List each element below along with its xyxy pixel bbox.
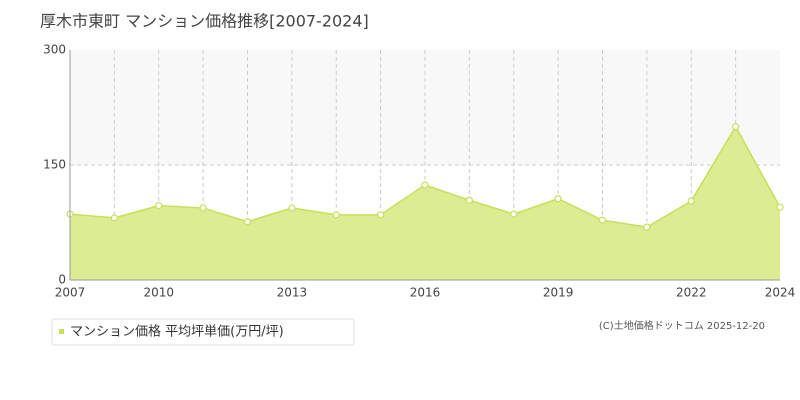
- area: [70, 126, 780, 281]
- x-tick-label: 2007: [55, 286, 86, 300]
- y-tick-label: 0: [58, 273, 66, 287]
- y-tick-label: 150: [43, 158, 66, 172]
- legend-label: マンション価格 平均坪単価(万円/坪): [70, 324, 284, 340]
- marker: [155, 202, 163, 210]
- x-tick-label: 2024: [765, 286, 796, 300]
- x-tick-label: 2022: [676, 286, 707, 300]
- chart-title: 厚木市東町 マンション価格推移[2007-2024]: [40, 12, 369, 31]
- legend-box: [51, 318, 355, 346]
- marker: [421, 181, 429, 189]
- marker: [776, 203, 784, 211]
- marker: [288, 204, 296, 212]
- marker: [110, 214, 118, 222]
- marker: [332, 211, 340, 219]
- marker: [598, 216, 607, 224]
- marker: [732, 123, 740, 131]
- marker: [554, 195, 562, 203]
- x-tick-label: 2019: [543, 286, 574, 300]
- marker: [199, 204, 207, 212]
- marker: [465, 196, 473, 204]
- marker: [643, 223, 651, 231]
- marker: [243, 218, 252, 226]
- copyright: (C)土地価格ドットコム 2025-12-20: [599, 319, 765, 332]
- marker: [510, 210, 518, 218]
- y-tick-label: 300: [43, 43, 66, 57]
- marker: [377, 211, 385, 219]
- marker: [687, 197, 695, 205]
- x-tick-label: 2016: [410, 286, 441, 300]
- legend-swatch: [59, 329, 64, 334]
- x-tick-label: 2010: [143, 286, 174, 300]
- x-tick-label: 2013: [277, 286, 308, 300]
